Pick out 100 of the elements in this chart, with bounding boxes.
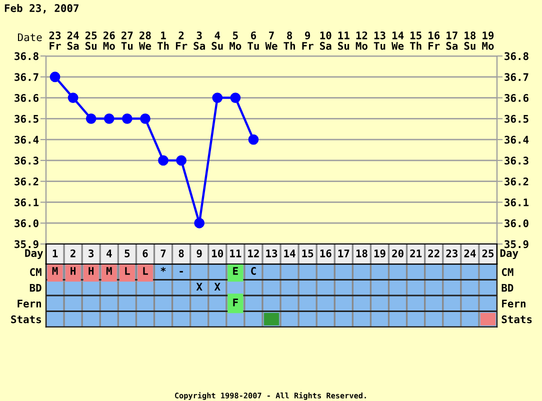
x-tick-label: 6 xyxy=(142,249,148,258)
x-tick-label: 24 xyxy=(464,249,476,258)
y-tick-label: CM xyxy=(30,268,42,276)
point xyxy=(50,72,60,82)
point xyxy=(230,92,241,103)
x-tick-label: 12 xyxy=(248,249,259,258)
x-tick-label: 12 Mo xyxy=(356,31,368,50)
text: E xyxy=(233,267,238,275)
x-tick-label: 17 xyxy=(338,250,350,258)
x-tick-label: 9 Fr xyxy=(302,32,314,50)
x-tick-label: 22 xyxy=(428,249,440,258)
x-tick-label: 20 xyxy=(392,249,404,258)
x-tick-label: 18 xyxy=(356,249,368,258)
y2-tick-label: 36.1 xyxy=(504,198,529,206)
x-tick-label: 19 Mo xyxy=(482,32,494,50)
text: M xyxy=(52,267,58,275)
x-tick-label: 17 Sa xyxy=(446,32,458,50)
x-tick-label: 11 xyxy=(230,250,242,258)
text: - xyxy=(180,271,183,272)
x-tick-label: 21 xyxy=(410,249,422,258)
text: L xyxy=(125,267,130,275)
y-tick-label: Fern xyxy=(18,300,42,308)
x-tick-label: 5 Mo xyxy=(230,32,242,50)
y-tick-label: 36.0 xyxy=(14,219,38,228)
y2-tick-label: 36.0 xyxy=(504,219,528,228)
x-tick-label: 16 Fr xyxy=(428,31,440,50)
y2-tick-label: CM xyxy=(502,268,514,276)
text: M xyxy=(106,267,112,275)
y-tick-label: 36.2 xyxy=(14,178,38,186)
x-tick-label: 16 xyxy=(320,249,332,258)
x-tick-label: 26 Mo xyxy=(103,31,115,50)
x-tick-label: 14 xyxy=(284,250,296,258)
y-tick-label: BD xyxy=(30,284,42,292)
x-tick-label: 3 Sa xyxy=(194,31,205,50)
y2-tick-label: BD xyxy=(502,284,514,292)
y-tick-label: 36.1 xyxy=(14,198,39,206)
y2-tick-label: 36.6 xyxy=(504,94,528,102)
text: F xyxy=(233,298,238,306)
y2-tick-label: 36.2 xyxy=(504,178,528,186)
y-tick-label: 36.6 xyxy=(14,94,38,102)
x-tick-label: 4 xyxy=(106,250,112,258)
x-tick-label: 4 Su xyxy=(212,32,223,50)
x-tick-label: 24 Sa xyxy=(67,31,79,50)
point xyxy=(86,113,96,124)
x-tick-label: 7 We xyxy=(265,32,278,50)
x-tick-label: 2 xyxy=(70,249,76,258)
x-tick-label: 15 xyxy=(302,250,314,258)
y2-tick-label: 36.3 xyxy=(504,156,528,165)
point xyxy=(140,113,150,124)
x-tick-label: 14 We xyxy=(392,32,404,50)
y-tick-label: Stats xyxy=(11,315,41,324)
chart-title: Feb 23, 2007 xyxy=(4,4,78,14)
x-tick-label: 23 Fr xyxy=(49,31,61,50)
text: L xyxy=(143,267,148,275)
x-tick-label: 2 Fr xyxy=(176,31,188,50)
x-tick-label: 3 xyxy=(88,249,94,258)
y-tick-label: 36.4 xyxy=(14,136,39,144)
text: Day xyxy=(500,249,518,260)
text: X xyxy=(196,282,202,290)
point xyxy=(212,92,223,103)
x-tick-label: 9 xyxy=(196,250,202,258)
x-tick-label: 1 Th xyxy=(157,32,169,50)
y2-tick-label: 36.7 xyxy=(504,73,528,82)
x-tick-label: 10 Sa xyxy=(320,31,332,50)
x-axis-title: Day xyxy=(25,249,44,260)
y2-tick-label: 36.4 xyxy=(504,136,529,144)
text: C xyxy=(251,267,256,275)
x-tick-label: 10 xyxy=(212,249,224,258)
x-tick-label: 7 xyxy=(160,250,166,258)
text: H xyxy=(88,267,94,275)
y2-tick-label: 35.9 xyxy=(504,240,528,248)
text: H xyxy=(70,267,76,275)
x-tick-label: 13 xyxy=(266,249,278,258)
point xyxy=(122,113,132,124)
x-tick-label: 8 xyxy=(178,249,184,258)
x-tick-label: 19 xyxy=(374,250,386,258)
x-tick-label: 11 Su xyxy=(338,32,350,50)
y-tick-label: 36.8 xyxy=(14,52,38,60)
point xyxy=(104,113,114,124)
x-tick-label: 13 Tu xyxy=(374,31,386,50)
point xyxy=(176,155,187,166)
point xyxy=(68,92,78,103)
x-tick-label: 5 xyxy=(124,250,130,258)
x-tick-label: 28 We xyxy=(138,31,152,50)
x-tick-label: 15 Th xyxy=(410,32,422,50)
point xyxy=(248,134,259,145)
text: * xyxy=(160,267,166,272)
y-tick-label: 36.5 xyxy=(14,114,38,123)
x-tick-label: 6 Tu xyxy=(248,31,259,50)
x-tick-label: 8 Th xyxy=(284,31,295,50)
point xyxy=(194,218,205,228)
point xyxy=(158,155,168,166)
x-tick-label: 18 Su xyxy=(464,31,476,50)
y2-tick-label: Stats xyxy=(502,315,532,324)
x-tick-label: 25 Su xyxy=(85,31,97,50)
x-tick-label: 23 xyxy=(446,249,458,258)
y2-tick-label: 36.5 xyxy=(504,114,528,123)
x-tick-label: 25 xyxy=(482,249,494,258)
y-tick-label: 36.3 xyxy=(14,156,38,165)
x-tick-label: 27 Tu xyxy=(121,31,133,50)
